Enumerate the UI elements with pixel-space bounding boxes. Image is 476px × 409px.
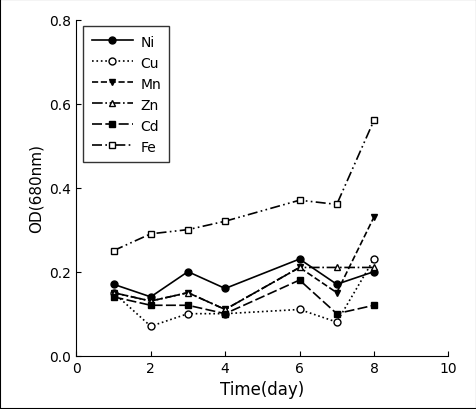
- Cd: [370, 303, 376, 308]
- Cu: [110, 290, 116, 295]
- Y-axis label: OD(680nm): OD(680nm): [29, 144, 44, 233]
- Cd: [110, 294, 116, 299]
- Line: Mn: Mn: [110, 214, 377, 313]
- Cd: [222, 312, 228, 317]
- Cu: [222, 312, 228, 317]
- Cd: [185, 303, 190, 308]
- Cu: [370, 257, 376, 262]
- Ni: [222, 286, 228, 291]
- Ni: [370, 270, 376, 274]
- Zn: [222, 307, 228, 312]
- X-axis label: Time(day): Time(day): [220, 380, 304, 398]
- Mn: [333, 290, 339, 295]
- Zn: [185, 290, 190, 295]
- Cd: [333, 312, 339, 317]
- Fe: [222, 219, 228, 224]
- Mn: [222, 307, 228, 312]
- Zn: [333, 265, 339, 270]
- Ni: [296, 257, 302, 262]
- Line: Ni: Ni: [110, 256, 377, 301]
- Fe: [185, 227, 190, 232]
- Line: Cu: Cu: [110, 256, 377, 330]
- Mn: [185, 290, 190, 295]
- Cu: [148, 324, 153, 329]
- Fe: [110, 249, 116, 254]
- Cu: [185, 312, 190, 317]
- Zn: [110, 290, 116, 295]
- Zn: [148, 299, 153, 304]
- Ni: [333, 282, 339, 287]
- Mn: [110, 290, 116, 295]
- Zn: [370, 265, 376, 270]
- Fe: [333, 202, 339, 207]
- Line: Zn: Zn: [110, 264, 377, 313]
- Legend: Ni, Cu, Mn, Zn, Cd, Fe: Ni, Cu, Mn, Zn, Cd, Fe: [83, 27, 169, 162]
- Cd: [148, 303, 153, 308]
- Line: Fe: Fe: [110, 118, 377, 254]
- Mn: [296, 265, 302, 270]
- Cd: [296, 278, 302, 283]
- Ni: [185, 270, 190, 274]
- Cu: [333, 320, 339, 325]
- Fe: [296, 198, 302, 203]
- Zn: [296, 265, 302, 270]
- Fe: [148, 232, 153, 237]
- Line: Cd: Cd: [110, 277, 377, 317]
- Fe: [370, 119, 376, 124]
- Mn: [370, 215, 376, 220]
- Ni: [148, 294, 153, 299]
- Mn: [148, 299, 153, 304]
- Cu: [296, 307, 302, 312]
- Ni: [110, 282, 116, 287]
